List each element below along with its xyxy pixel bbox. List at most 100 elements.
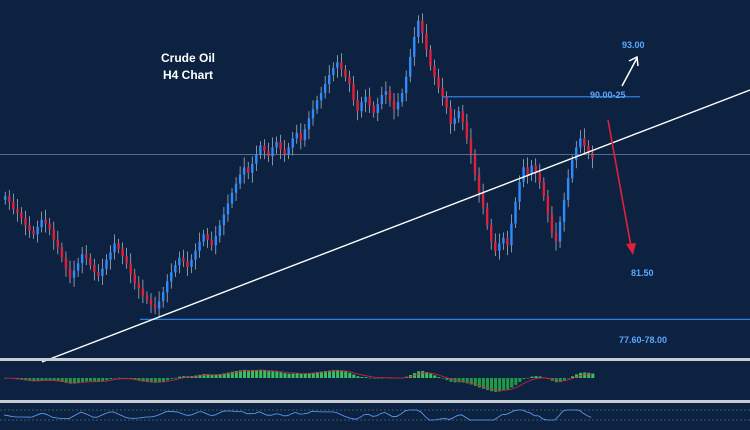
macd-bar (380, 378, 384, 379)
macd-bar (307, 373, 311, 378)
candle (259, 141, 262, 160)
candle-body-bear (344, 69, 347, 77)
candle (587, 140, 590, 160)
macd-bar (283, 373, 287, 378)
candle (117, 238, 120, 254)
candle-body-bull (157, 301, 161, 309)
macd-bar (68, 378, 72, 384)
macd-bar (141, 378, 145, 382)
candle (344, 65, 347, 82)
candle-body-bull (271, 147, 274, 157)
candle-body-bear (85, 254, 88, 258)
candle (275, 136, 278, 154)
candle-body-bear (299, 132, 303, 141)
macd-bar (93, 378, 97, 382)
candle-body-bull (409, 56, 412, 77)
candle-body-bear (534, 165, 537, 173)
candle (234, 177, 238, 201)
candle-body-bull (214, 236, 217, 246)
candle-body-bear (186, 261, 189, 267)
candle (384, 81, 388, 104)
candle (16, 199, 19, 222)
level-label-77-60: 77.60-78.00 (619, 335, 667, 345)
macd-bar (242, 369, 246, 378)
candle-body-bear (137, 283, 141, 289)
level-label-81-50: 81.50 (631, 268, 654, 278)
macd-bar (214, 374, 218, 378)
candle (550, 206, 554, 238)
candle-body-bear (247, 167, 250, 173)
candle (133, 268, 136, 290)
candle-body-bull (400, 93, 404, 103)
candle-body-bull (413, 36, 416, 57)
candle (89, 253, 92, 270)
candle-body-bull (384, 91, 388, 95)
candle-body-bear (60, 246, 64, 258)
candle-body-bear (433, 65, 436, 77)
candle-body-bull (571, 160, 574, 179)
candle-body-bear (546, 196, 550, 215)
macd-signal-line (4, 369, 593, 391)
candle-body-bull (311, 109, 315, 119)
candle-body-bull (230, 192, 234, 204)
macd-bar (194, 375, 198, 378)
candle (190, 254, 193, 274)
candle (206, 227, 209, 248)
candle (4, 191, 7, 205)
candle (174, 260, 177, 277)
candle-body-bear (68, 268, 72, 278)
candle-body-bear (56, 239, 60, 247)
candle (542, 177, 546, 201)
candle-body-bear (117, 243, 120, 249)
macd-bar (526, 377, 530, 379)
macd-bar (149, 378, 153, 383)
candle-body-bull (80, 254, 84, 264)
macd-bar (518, 378, 522, 382)
macd-bar (275, 371, 279, 378)
level-label-90: 90.00-25 (590, 90, 626, 100)
macd-bar (121, 377, 125, 379)
chart-title-line1: Crude Oil (161, 51, 215, 65)
candle (161, 286, 165, 308)
candle-body-bull (259, 145, 262, 155)
candle-body-bull (194, 250, 197, 260)
candle (368, 87, 371, 114)
candle (238, 166, 242, 190)
candle-body-bull (510, 223, 513, 246)
candle-body-bear (97, 272, 100, 276)
candle-body-bear (449, 107, 452, 124)
candle-body-bull (170, 272, 173, 282)
candle-body-bear (28, 225, 31, 231)
candle (44, 209, 47, 233)
candle-body-bull (226, 203, 230, 215)
macd-bar (259, 369, 263, 378)
candle (461, 104, 465, 131)
candle (283, 140, 286, 162)
candle (291, 132, 294, 156)
macd-bar (76, 378, 80, 383)
candle-body-bear (12, 201, 15, 209)
candle-body-bear (32, 230, 35, 235)
macd-bar (105, 378, 109, 381)
candle (392, 93, 396, 120)
candle-body-bull (332, 67, 335, 75)
candle-body-bull (242, 167, 246, 175)
candle (182, 249, 185, 267)
candle (226, 194, 230, 222)
candle-body-bull (109, 252, 112, 260)
candle-body-bear (44, 219, 47, 224)
candle-body-bull (328, 74, 331, 85)
macd-bar (437, 377, 441, 378)
candle (404, 70, 408, 102)
candle-body-bear (356, 100, 359, 112)
candle-body-bear (425, 33, 428, 50)
trendline (41, 89, 750, 363)
candle (121, 242, 124, 265)
candle-body-bull (376, 103, 379, 114)
candle-body-bull (166, 281, 169, 293)
candle-body-bull (558, 221, 562, 242)
candle-body-bull (234, 183, 238, 193)
macd-bar (566, 378, 570, 379)
candle (267, 142, 270, 162)
candle (279, 134, 282, 160)
